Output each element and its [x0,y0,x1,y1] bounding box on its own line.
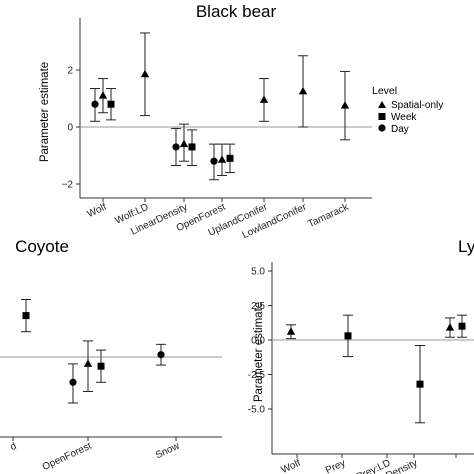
coyote-day-snow-point [157,351,165,359]
x-tick-label-d: d [9,441,19,453]
coyote-spatial-only-openforest-point [83,359,93,367]
lynx-panel: Ly Parameter estimate 5.02.50.0-2.5-5.0 … [248,237,474,474]
black-bear-spatial-only-uplandconifer-point [259,95,269,103]
y-tick-label: 5.0 [251,267,265,278]
black-bear-spatial-only-lineardensity-point [179,139,189,148]
coyote-day-openforest-point [69,378,77,386]
y-tick-label: -5.0 [248,405,266,416]
lynx-week-lineardensity-point [416,380,424,388]
x-tick-label-wolf: Wolf [86,202,109,220]
legend-square-icon [378,113,386,120]
black-bear-day-wolf-point [91,100,99,108]
black-bear-title: Black bear [196,2,277,21]
black-bear-panel: Black bear Parameter estimate 20−2 Wolf W… [39,2,443,241]
x-tick-label-prey: Prey [324,458,347,474]
black-bear-week-wolf-point [107,100,115,108]
black-bear-spatial-only-lowlandconifer-point [298,86,308,95]
y-tick-label: 2 [67,66,73,77]
lynx-marks [286,314,467,424]
lynx-spatial-only-blank-point [445,323,455,331]
x-tick-label-snow: Snow [154,440,182,461]
lynx-week-prey-point [344,332,352,340]
lynx-spatial-only-wolf-point [286,327,296,335]
black-bear-spatial-only-openforest-point [217,155,227,163]
coyote-x-ticks: d OpenForest Snow [9,437,182,473]
coyote-week-d-point [22,312,30,320]
black-bear-spatial-only-tamarack-point [340,101,350,109]
black-bear-spatial-only-wolf-ld-point [140,69,150,78]
legend-entry-week: Week [391,112,417,123]
lynx-y-axis-label: Parameter estimate [253,302,265,402]
y-tick-label: −2 [62,180,74,191]
black-bear-day-lineardensity-point [172,143,180,151]
legend: Level Spatial-only Week Day [372,85,443,135]
x-tick-label-wolf: Wolf [280,458,303,474]
legend-entry-spatial-only: Spatial-only [391,100,443,111]
legend-circle-icon [378,124,386,132]
legend-title: Level [372,85,397,97]
black-bear-week-openforest-point [226,154,234,162]
x-tick-label-tamarack: Tamarack [306,201,351,230]
lynx-y-ticks: 5.0 2.5 0.0 -2.5 -5.0 [248,267,272,416]
coyote-week-openforest-point [97,362,105,370]
y-tick-label: 0 [67,123,73,134]
coyote-panel: Coyote d OpenForest Snow [0,237,222,473]
black-bear-x-ticks: Wolf Wolf:LDLinearDensityOpenForestUpland… [86,198,351,241]
coyote-title: Coyote [15,237,69,256]
black-bear-day-openforest-point [210,157,218,165]
lynx-week-blank-point [458,322,466,330]
black-bear-y-axis-label: Parameter estimate [39,62,51,162]
black-bear-y-ticks: 2 0 −2 [62,66,80,191]
y-tick-label: 0.0 [251,336,265,347]
lynx-title: Ly [458,237,474,256]
y-tick-label: 2.5 [251,301,265,312]
legend-triangle-icon [378,101,386,108]
legend-entry-day: Day [391,124,409,135]
y-tick-label: -2.5 [248,370,266,381]
black-bear-week-lineardensity-point [188,143,196,151]
black-bear-spatial-only-wolf-point [98,91,108,99]
x-tick-label-openforest: OpenForest [41,441,94,473]
black-bear-marks [90,32,350,181]
coyote-marks [21,299,166,404]
